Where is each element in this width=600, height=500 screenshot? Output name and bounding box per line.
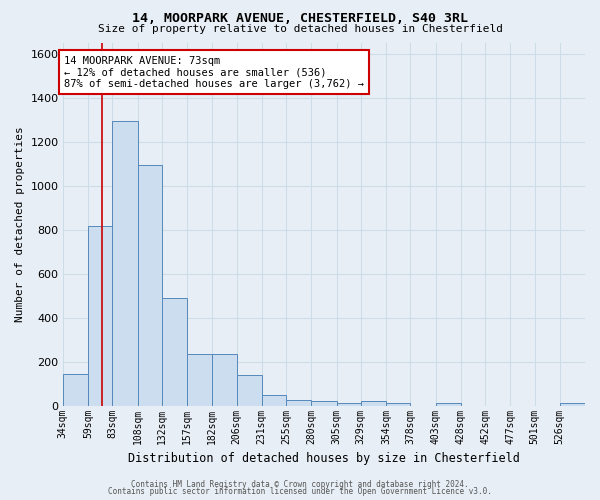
Bar: [560, 404, 585, 406]
Bar: [88, 226, 112, 406]
Bar: [286, 400, 311, 406]
Bar: [262, 396, 286, 406]
Text: 14, MOORPARK AVENUE, CHESTERFIELD, S40 3RL: 14, MOORPARK AVENUE, CHESTERFIELD, S40 3…: [132, 12, 468, 26]
Bar: [236, 375, 262, 406]
Bar: [112, 120, 137, 406]
Text: Contains HM Land Registry data © Crown copyright and database right 2024.: Contains HM Land Registry data © Crown c…: [131, 480, 469, 489]
Bar: [311, 401, 337, 406]
Bar: [162, 298, 187, 406]
Bar: [436, 403, 461, 406]
Bar: [337, 403, 361, 406]
Text: Size of property relative to detached houses in Chesterfield: Size of property relative to detached ho…: [97, 24, 503, 34]
Bar: [187, 354, 212, 406]
Bar: [386, 403, 410, 406]
Y-axis label: Number of detached properties: Number of detached properties: [15, 126, 25, 322]
Bar: [63, 374, 88, 406]
X-axis label: Distribution of detached houses by size in Chesterfield: Distribution of detached houses by size …: [128, 452, 520, 465]
Bar: [361, 401, 386, 406]
Text: Contains public sector information licensed under the Open Government Licence v3: Contains public sector information licen…: [108, 488, 492, 496]
Bar: [137, 164, 162, 406]
Bar: [212, 354, 236, 406]
Text: 14 MOORPARK AVENUE: 73sqm
← 12% of detached houses are smaller (536)
87% of semi: 14 MOORPARK AVENUE: 73sqm ← 12% of detac…: [64, 56, 364, 89]
